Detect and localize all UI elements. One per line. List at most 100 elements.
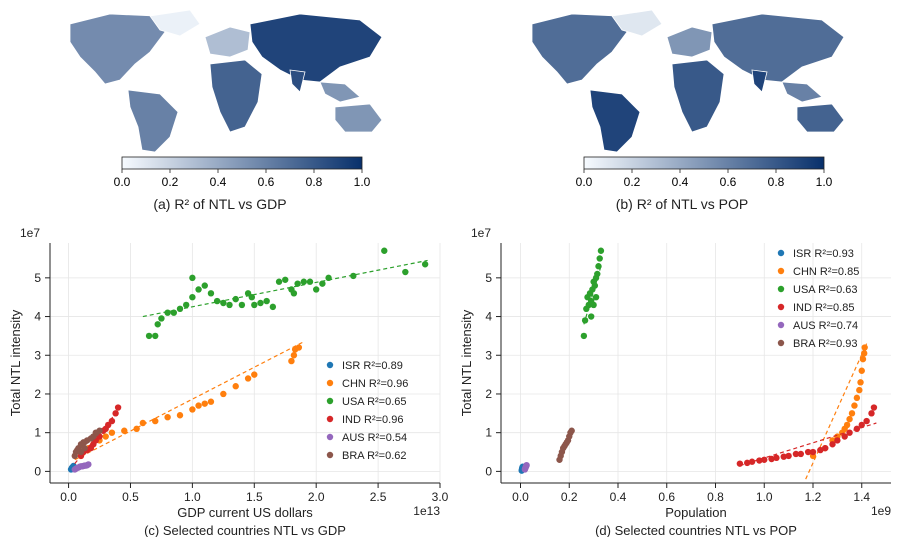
chart-caption: (c) Selected countries NTL vs GDP	[144, 523, 346, 537]
region-asia	[249, 13, 383, 83]
series-chn	[74, 341, 305, 461]
y-tick-label: 3	[34, 348, 41, 362]
legend: ISR R²=0.89 CHN R²=0.96 USA R²=0.65 IND R²=…	[326, 360, 408, 462]
data-point	[164, 309, 171, 316]
legend-marker	[326, 451, 334, 459]
colorbar-tick-label: 0.4	[210, 175, 227, 189]
data-point	[859, 355, 867, 363]
colorbar-tick-label: 0.2	[624, 175, 641, 189]
data-point	[182, 301, 190, 309]
colorbar-tick-label: 0.8	[768, 175, 785, 189]
legend: ISR R²=0.93 CHN R²=0.85 USA R²=0.63 IND R²=…	[777, 248, 859, 350]
x-tick-label: 0.2	[561, 490, 578, 504]
data-point	[856, 386, 863, 394]
region-asia	[711, 13, 845, 83]
region-north-america	[69, 13, 166, 85]
colorbar-ticks: 0.0 0.2 0.4 0.6 0.8 1.0	[576, 169, 833, 189]
data-point	[841, 433, 848, 440]
data-point	[858, 367, 865, 374]
data-point	[596, 255, 603, 262]
x-tick-label: 3.0	[432, 490, 449, 504]
data-point	[244, 375, 252, 382]
y-tick-label: 2	[485, 387, 492, 401]
x-tick-label: 2.0	[308, 490, 325, 504]
colorbar-tick-label: 1.0	[354, 175, 371, 189]
legend-marker	[777, 303, 785, 311]
data-point	[164, 413, 171, 421]
data-point	[768, 455, 775, 463]
data-point	[597, 247, 605, 254]
y-tick-label: 4	[34, 310, 41, 324]
region-europe	[204, 26, 251, 58]
fit-line	[68, 464, 76, 471]
data-point	[158, 315, 165, 322]
legend-marker	[777, 321, 785, 329]
legend-marker	[326, 415, 334, 423]
y-tick-label: 5	[34, 271, 41, 285]
x-exponent-label: 1e13	[413, 504, 440, 518]
y-tick-label: 0	[485, 464, 492, 478]
data-point	[152, 332, 159, 340]
legend-label: ISR R²=0.93	[793, 248, 854, 260]
data-point	[102, 433, 109, 440]
data-point	[587, 313, 595, 320]
data-point	[294, 280, 301, 287]
data-point	[275, 278, 283, 285]
data-point	[312, 286, 320, 293]
data-point	[785, 452, 792, 460]
grid	[50, 243, 441, 483]
data-point	[861, 344, 868, 351]
region-south-america	[127, 89, 179, 153]
series-aus	[71, 461, 92, 473]
data-point	[121, 427, 128, 434]
legend-label: AUS R²=0.74	[793, 320, 858, 332]
data-point	[207, 290, 215, 297]
data-point	[851, 402, 858, 409]
region-se-asia	[319, 81, 361, 103]
data-point	[804, 448, 812, 456]
region-africa	[209, 59, 263, 133]
map-panel-pop: 0.0 0.2 0.4 0.6 0.8 1.0 (b) R² of NTL vs POP	[462, 0, 901, 215]
region-south-america	[589, 89, 641, 153]
data-point	[85, 461, 92, 468]
data-point	[108, 429, 116, 436]
colorbar	[121, 156, 363, 170]
data-point	[189, 274, 196, 282]
data-point	[288, 357, 295, 365]
data-point	[748, 458, 756, 465]
x-exponent-label: 1e9	[871, 504, 891, 518]
y-tick-label: 0	[34, 464, 41, 478]
data-point	[251, 301, 258, 309]
legend-label: USA R²=0.65	[342, 396, 407, 408]
y-tick-label: 5	[485, 271, 492, 285]
legend-label: BRA R²=0.62	[342, 450, 407, 462]
fit-line	[558, 430, 573, 461]
x-axis-label: Population	[665, 505, 726, 520]
data-point	[780, 453, 787, 460]
colorbar-ticks: 0.0 0.2 0.4 0.6 0.8 1.0	[114, 169, 371, 189]
x-tick-label: 0.4	[610, 490, 627, 504]
x-tick-label: 0.0	[512, 490, 529, 504]
data-point	[846, 429, 853, 436]
region-greenland	[611, 9, 663, 37]
fit-line	[74, 341, 305, 461]
x-tick-label: 0.5	[122, 490, 139, 504]
data-point	[248, 293, 256, 301]
x-tick-label: 1.0	[184, 490, 201, 504]
data-point	[263, 297, 270, 305]
data-point	[402, 268, 409, 276]
data-point	[257, 299, 264, 307]
data-point	[220, 390, 227, 398]
data-point	[736, 460, 744, 467]
x-tick-label: 2.5	[370, 490, 387, 504]
x-tick-label: 1.4	[853, 490, 870, 504]
y-tick-label: 1	[34, 426, 41, 440]
colorbar-tick-label: 0.0	[576, 175, 593, 189]
data-point	[523, 461, 530, 469]
legend-label: CHN R²=0.96	[342, 378, 408, 390]
map-caption: (a) R² of NTL vs GDP	[153, 196, 287, 212]
data-point	[189, 406, 196, 413]
colorbar-tick-label: 0.6	[720, 175, 737, 189]
data-point	[870, 404, 878, 411]
data-point	[232, 383, 239, 390]
